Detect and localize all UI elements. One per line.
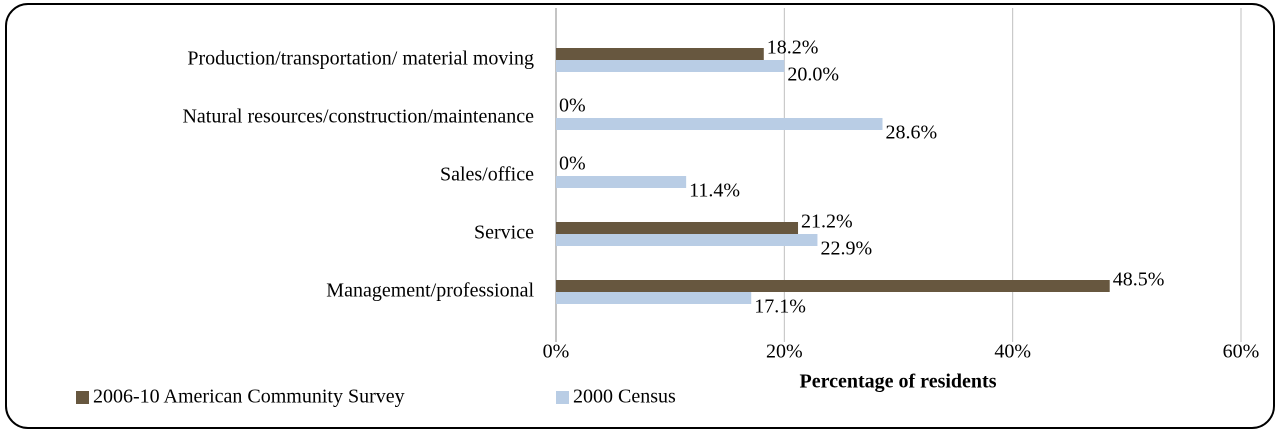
x-tick-label: 60% [1223, 341, 1260, 363]
bar [556, 176, 687, 188]
y-tick-label: Sales/office [440, 164, 534, 186]
bar [556, 118, 883, 130]
y-tick-label: Production/transportation/ material movi… [187, 48, 534, 70]
data-label: 0% [559, 95, 586, 117]
data-label: 28.6% [886, 122, 938, 144]
bar [556, 280, 1110, 292]
legend-swatch [76, 391, 89, 404]
x-tick-label: 20% [766, 341, 803, 363]
data-label: 21.2% [801, 211, 853, 233]
data-label: 18.2% [767, 37, 819, 59]
data-label: 48.5% [1113, 269, 1165, 291]
legend-swatch [556, 391, 569, 404]
legend-label: 2000 Census [573, 386, 676, 408]
bar [556, 60, 785, 72]
data-label: 0% [559, 153, 586, 175]
bar [556, 48, 764, 60]
x-tick-label: 0% [543, 341, 570, 363]
legend-label: 2006-10 American Community Survey [93, 386, 405, 408]
bar [556, 292, 752, 304]
data-label: 22.9% [820, 238, 872, 260]
data-label: 11.4% [689, 180, 740, 202]
data-label: 20.0% [787, 64, 839, 86]
y-tick-label: Service [474, 222, 534, 244]
x-tick-label: 40% [994, 341, 1031, 363]
data-label: 17.1% [754, 296, 806, 318]
x-axis-title: Percentage of residents [800, 371, 997, 393]
bar [556, 222, 799, 234]
y-tick-label: Management/professional [326, 280, 534, 302]
bar [556, 234, 818, 246]
y-tick-label: Natural resources/construction/maintenan… [182, 106, 534, 128]
frame [5, 3, 1275, 429]
